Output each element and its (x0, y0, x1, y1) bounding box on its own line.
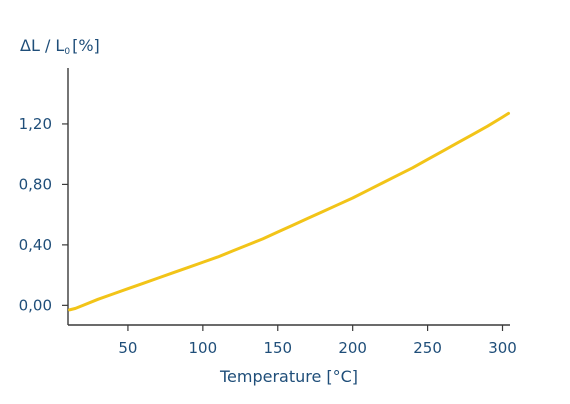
y-axis-label: ΔL / L0 [%] (20, 36, 100, 57)
y-tick-label-0: 0,00 (19, 296, 52, 314)
x-tick-label-3: 200 (338, 339, 367, 357)
y-axis: 0,00 0,40 0,80 1,20 (19, 68, 69, 325)
x-axis-label: Temperature [°C] (219, 367, 358, 386)
x-tick-label-5: 300 (488, 339, 517, 357)
x-tick-label-2: 150 (263, 339, 292, 357)
y-axis-label-subscript: 0 (64, 47, 70, 57)
series-line-0 (68, 111, 510, 312)
y-axis-label-main: ΔL / L (20, 36, 64, 55)
y-tick-label-2: 0,80 (19, 175, 52, 193)
x-tick-label-4: 250 (413, 339, 442, 357)
x-tick-label-1: 100 (189, 339, 218, 357)
y-tick-label-1: 0,40 (19, 236, 52, 254)
x-tick-label-0: 50 (118, 339, 137, 357)
y-tick-label-3: 1,20 (19, 115, 52, 133)
series-layer (68, 111, 510, 312)
x-axis: 50 100 150 200 250 300 (68, 324, 517, 357)
y-axis-label-unit: [%] (72, 36, 100, 55)
svg-text:ΔL / L0[%]: ΔL / L0 [%] (20, 36, 100, 57)
